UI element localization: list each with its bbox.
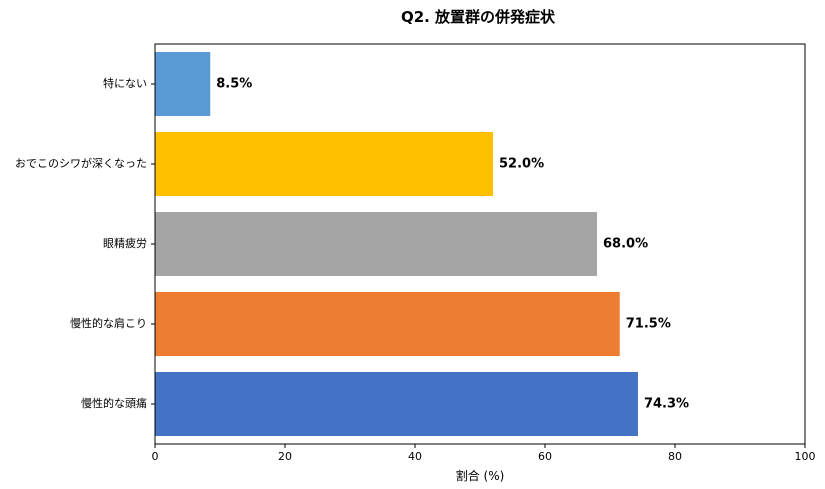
x-axis-label: 割合 (%) — [456, 468, 505, 483]
x-tick-label: 40 — [408, 450, 422, 463]
x-tick-label: 60 — [538, 450, 552, 463]
x-tick-label: 100 — [795, 450, 816, 463]
bar — [155, 132, 493, 196]
x-tick-label: 0 — [152, 450, 159, 463]
value-label: 8.5% — [216, 77, 252, 92]
plot-frame — [154, 43, 806, 445]
chart-title: Q2. 放置群の併発症状 — [401, 8, 556, 26]
category-label: 慢性的な肩こり — [70, 316, 147, 330]
bar — [155, 52, 211, 116]
category-labels: 慢性的な頭痛 慢性的な肩こり 眼精疲労 おでこのシワが深くなった 特にない — [15, 76, 155, 410]
bar — [155, 292, 620, 356]
value-label: 68.0% — [603, 237, 648, 252]
category-label: 眼精疲労 — [103, 236, 147, 250]
bars-group — [155, 52, 638, 436]
value-label: 52.0% — [499, 157, 544, 172]
bar — [155, 212, 597, 276]
value-labels: 74.3% 71.5% 68.0% 52.0% 8.5% — [216, 77, 689, 412]
category-label: 慢性的な頭痛 — [81, 396, 147, 410]
value-label: 71.5% — [626, 317, 671, 332]
category-label: 特にない — [103, 76, 147, 90]
x-tick-label: 20 — [278, 450, 292, 463]
x-axis-ticks: 0 20 40 60 80 100 — [152, 444, 816, 463]
bar — [155, 372, 638, 436]
category-label: おでこのシワが深くなった — [15, 156, 147, 170]
value-label: 74.3% — [644, 397, 689, 412]
x-tick-label: 80 — [668, 450, 682, 463]
